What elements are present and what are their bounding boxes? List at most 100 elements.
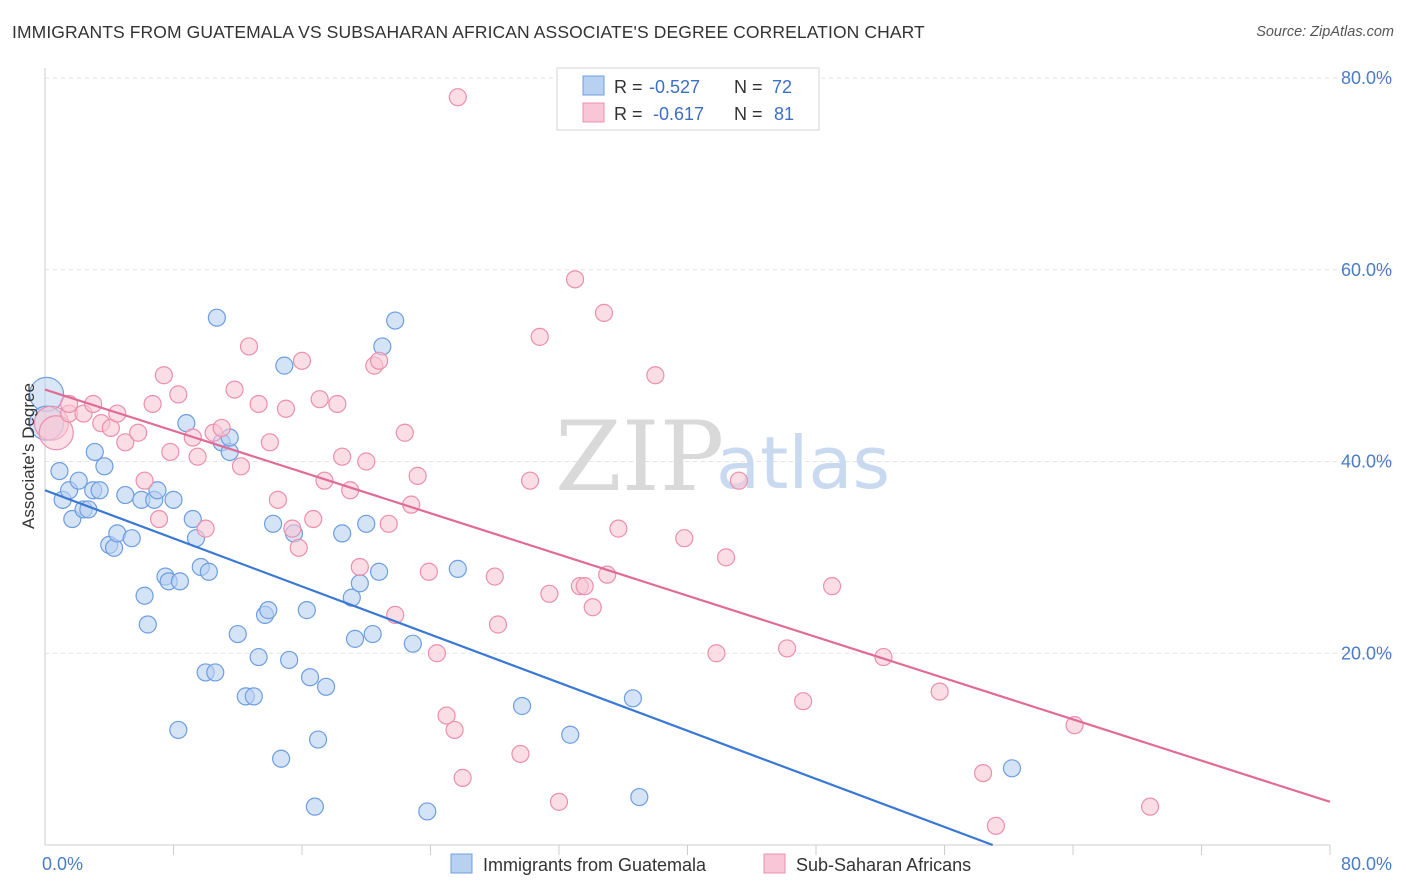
data-point bbox=[263, 514, 283, 533]
data-point bbox=[297, 601, 316, 620]
data-point bbox=[930, 682, 949, 701]
data-point bbox=[259, 601, 278, 620]
y-tick-label: 40.0% bbox=[1341, 452, 1392, 472]
data-point bbox=[300, 668, 320, 687]
data-point bbox=[357, 514, 376, 533]
trend-line bbox=[44, 489, 994, 847]
legend-r-value-2: -0.617 bbox=[653, 104, 704, 124]
data-point bbox=[69, 471, 88, 490]
legend-r-value-1: -0.527 bbox=[649, 77, 700, 97]
legend-top: R = -0.527 N = 72 R = -0.617 N = 81 bbox=[556, 67, 820, 131]
data-point bbox=[138, 615, 157, 634]
legend-bottom: Immigrants from Guatemala Sub-Saharan Af… bbox=[450, 853, 971, 875]
x-axis-ticks bbox=[173, 845, 1331, 855]
data-point bbox=[280, 650, 299, 670]
data-point bbox=[225, 380, 244, 399]
data-point bbox=[95, 457, 114, 476]
data-point bbox=[540, 584, 559, 603]
data-point bbox=[268, 490, 288, 509]
x-tick-label-min: 0.0% bbox=[42, 854, 83, 874]
data-point bbox=[135, 586, 154, 605]
data-point bbox=[212, 418, 231, 438]
data-point bbox=[379, 514, 398, 533]
data-point bbox=[488, 615, 508, 634]
y-tick-label: 80.0% bbox=[1341, 68, 1392, 88]
y-tick-labels: 20.0% 40.0% 60.0% 80.0% bbox=[1341, 68, 1392, 663]
data-point bbox=[333, 524, 352, 543]
legend-bottom-swatch-subsaharan bbox=[763, 853, 786, 874]
data-point bbox=[418, 802, 437, 821]
trend-line bbox=[44, 388, 1331, 803]
data-point bbox=[395, 423, 414, 442]
data-point bbox=[561, 725, 580, 744]
data-point bbox=[986, 816, 1006, 835]
data-point bbox=[485, 567, 504, 586]
data-point bbox=[183, 509, 202, 529]
data-point bbox=[1002, 759, 1022, 778]
data-point bbox=[148, 481, 167, 500]
data-point bbox=[260, 433, 279, 452]
data-point bbox=[161, 442, 180, 462]
data-point bbox=[427, 644, 447, 663]
data-point bbox=[249, 394, 268, 414]
data-point bbox=[170, 572, 190, 591]
data-point bbox=[149, 509, 169, 529]
source-credit: Source: ZipAtlas.com bbox=[1256, 24, 1394, 40]
data-point bbox=[310, 390, 329, 409]
watermark-atlas: atlas bbox=[716, 421, 890, 505]
data-point bbox=[350, 574, 369, 593]
legend-n-label-1: N = bbox=[734, 77, 763, 97]
data-point bbox=[154, 366, 173, 385]
legend-n-label-2: N = bbox=[734, 104, 763, 124]
data-point bbox=[1140, 797, 1160, 816]
data-point bbox=[164, 490, 183, 509]
trend-lines bbox=[44, 388, 1331, 847]
data-point bbox=[345, 629, 365, 648]
legend-bottom-swatch-guatemala bbox=[450, 853, 473, 874]
watermark: ZIP atlas bbox=[555, 401, 890, 513]
data-point bbox=[448, 88, 467, 107]
data-point bbox=[249, 647, 268, 667]
data-point bbox=[85, 442, 104, 462]
data-point bbox=[630, 787, 649, 807]
data-point bbox=[304, 509, 323, 529]
data-point bbox=[419, 562, 438, 581]
data-point bbox=[445, 720, 464, 740]
data-point bbox=[370, 351, 389, 370]
data-point bbox=[403, 634, 422, 653]
data-point bbox=[315, 471, 334, 490]
data-point bbox=[646, 366, 665, 385]
legend-r-label-1: R = bbox=[614, 77, 643, 97]
data-point bbox=[169, 720, 188, 740]
data-point bbox=[328, 394, 347, 414]
y-tick-label: 20.0% bbox=[1341, 643, 1392, 663]
data-point bbox=[289, 538, 308, 557]
data-point bbox=[575, 577, 594, 596]
series-subsaharan-points bbox=[33, 88, 1160, 835]
data-point bbox=[38, 415, 74, 451]
data-point bbox=[453, 768, 472, 787]
data-point bbox=[350, 557, 369, 577]
x-tick-label-max: 80.0% bbox=[1341, 854, 1392, 874]
data-point bbox=[308, 730, 328, 749]
data-point bbox=[448, 559, 467, 578]
data-point bbox=[357, 452, 376, 471]
data-point bbox=[549, 792, 569, 811]
data-point bbox=[116, 433, 135, 452]
chart-title: IMMIGRANTS FROM GUATEMALA VS SUBSAHARAN … bbox=[12, 22, 925, 42]
data-point bbox=[90, 481, 109, 500]
data-point bbox=[623, 689, 642, 708]
data-point bbox=[370, 562, 389, 581]
legend-swatch-subsaharan bbox=[582, 102, 605, 123]
data-point bbox=[609, 519, 628, 538]
data-point bbox=[239, 337, 259, 356]
data-point bbox=[272, 749, 291, 768]
data-point bbox=[169, 385, 188, 404]
data-point bbox=[116, 485, 135, 505]
data-point bbox=[729, 471, 749, 490]
data-point bbox=[973, 763, 993, 783]
data-point bbox=[565, 270, 585, 289]
data-point bbox=[675, 529, 694, 548]
data-point bbox=[207, 308, 226, 327]
